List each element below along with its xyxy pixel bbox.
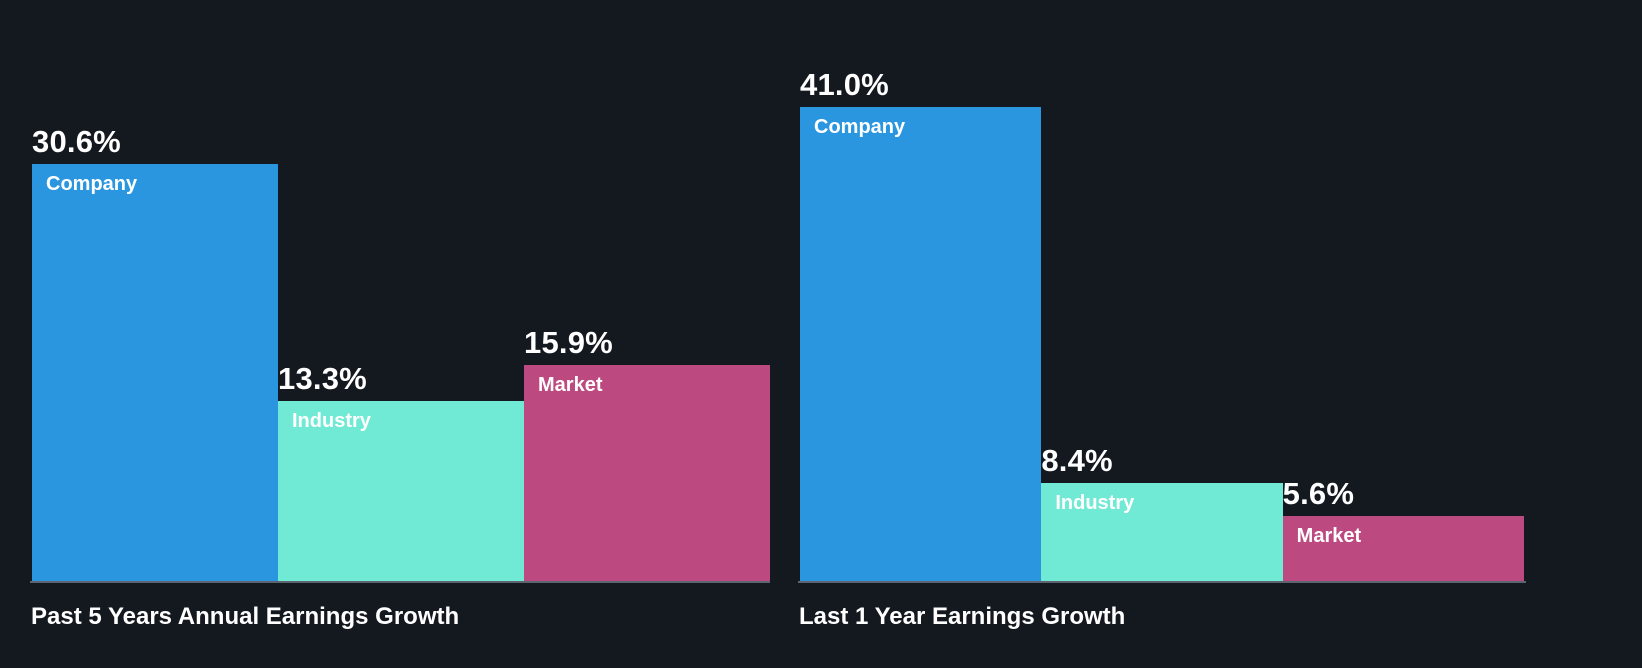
bar-slot-company-left: 30.6% Company xyxy=(32,22,278,582)
bar-market-left[interactable]: 15.9% Market xyxy=(524,325,770,582)
bar-market-right[interactable]: 5.6% Market xyxy=(1282,476,1524,582)
chart-title-right: Last 1 Year Earnings Growth xyxy=(799,603,1126,630)
plot-area-left: 30.6% Company 13.3% Industry 15.9% Marke… xyxy=(0,0,806,668)
chart-title-left: Past 5 Years Annual Earnings Growth xyxy=(31,603,460,630)
bar-value-industry-right: 8.4% xyxy=(1041,443,1113,479)
bar-company-left[interactable]: 30.6% Company xyxy=(32,124,278,582)
bar-slot-market-right: 5.6% Market xyxy=(1282,22,1524,582)
bar-slot-industry-right: 8.4% Industry xyxy=(1041,22,1283,582)
bar-value-company-left: 30.6% xyxy=(32,124,121,160)
bar-label-market-right: Market xyxy=(1296,524,1362,547)
bar-value-market-right: 5.6% xyxy=(1282,475,1355,511)
bar-label-market-left: Market xyxy=(538,373,603,396)
chart-panel-past-5-years: 30.6% Company 13.3% Industry 15.9% Marke… xyxy=(0,0,806,668)
bar-group-right: 41.0% Company 8.4% Industry 5.6% Market xyxy=(800,22,1524,582)
bar-slot-market-left: 15.9% Market xyxy=(524,22,770,582)
bar-value-industry-left: 13.3% xyxy=(278,360,367,396)
bar-slot-company-right: 41.0% Company xyxy=(800,22,1042,582)
bar-label-industry-left: Industry xyxy=(292,409,371,432)
axis-baseline-left xyxy=(30,581,770,583)
bar-industry-right[interactable]: 8.4% Industry xyxy=(1041,443,1283,582)
bar-label-company-right: Company xyxy=(814,116,906,139)
bar-value-company-right: 41.0% xyxy=(800,67,889,103)
bar-industry-left[interactable]: 13.3% Industry xyxy=(278,361,524,582)
bar-group-left: 30.6% Company 13.3% Industry 15.9% Marke… xyxy=(32,22,770,582)
bar-value-market-left: 15.9% xyxy=(524,324,613,360)
bar-label-company-left: Company xyxy=(46,173,138,196)
bar-label-industry-right: Industry xyxy=(1055,492,1135,515)
axis-baseline-right xyxy=(798,581,1526,583)
bar-company-right[interactable]: 41.0% Company xyxy=(800,67,1042,582)
bar-slot-industry-left: 13.3% Industry xyxy=(278,22,524,582)
